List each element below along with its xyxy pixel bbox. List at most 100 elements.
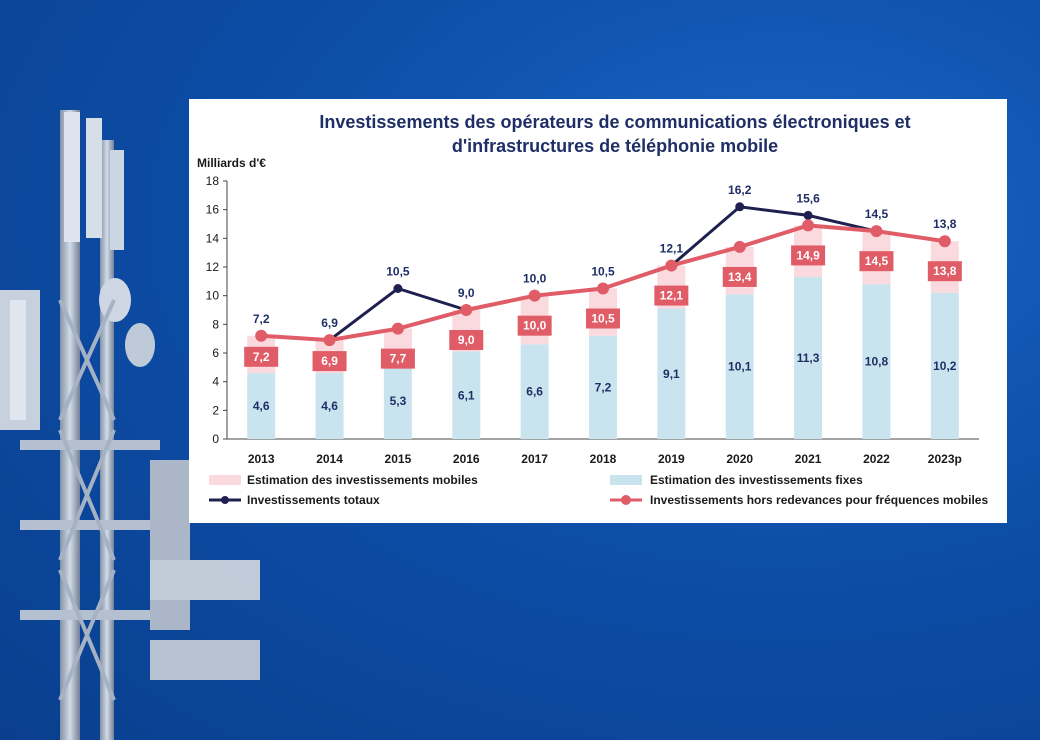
y-tick-label: 0: [212, 432, 219, 446]
chart-svg: Investissements des opérateurs de commun…: [197, 112, 988, 507]
legend-label-mobiles: Estimation des investissements mobiles: [247, 473, 478, 487]
point-investissements-hors-redevances: [597, 282, 609, 295]
total-value-label: 10,0: [523, 272, 547, 286]
bar-fixed-value-label: 9,1: [663, 367, 680, 381]
y-tick-label: 16: [206, 203, 220, 217]
y-tick-label: 4: [212, 375, 219, 389]
total-value-label: 14,5: [865, 207, 889, 221]
hors-value-box: [517, 315, 552, 336]
point-investissements-hors-redevances: [733, 240, 746, 253]
bar-fixed-value-label: 6,6: [526, 385, 543, 399]
total-value-label: 15,6: [796, 191, 820, 205]
point-investissements-totaux: [393, 284, 403, 293]
chart-title-line-2: d'infrastructures de téléphonie mobile: [452, 136, 778, 156]
bar-fixed-value-label: 6,1: [458, 388, 475, 402]
point-investissements-hors-redevances: [802, 219, 815, 232]
legend-marker-hors-redevances: [621, 495, 631, 505]
y-tick-label: 8: [212, 317, 219, 331]
bar-fixed-value-label: 4,6: [253, 399, 270, 413]
chart-panel: Investissements des opérateurs de commun…: [189, 99, 1007, 523]
hors-value-box: [312, 351, 347, 372]
total-value-label: 10,5: [591, 265, 615, 279]
point-investissements-hors-redevances: [938, 235, 951, 248]
bar-fixed: [930, 292, 959, 439]
x-tick-label: 2021: [795, 452, 822, 466]
total-value-label: 12,1: [660, 242, 684, 256]
point-investissements-hors-redevances: [665, 259, 678, 272]
x-tick-label: 2023p: [928, 452, 962, 466]
legend-marker-totaux: [221, 496, 229, 504]
y-tick-label: 14: [206, 231, 220, 245]
point-investissements-hors-redevances: [391, 322, 404, 335]
total-value-label: 9,0: [458, 286, 475, 300]
bar-fixed: [247, 373, 276, 439]
legend-swatch-fixes: [610, 475, 642, 485]
total-value-label: 16,2: [728, 183, 752, 197]
hors-value-box: [244, 346, 279, 367]
bars-layer: [247, 225, 959, 439]
bar-fixed: [315, 373, 344, 439]
labels-layer: 4,6 4,6 5,3 6,1 6,6 7,2 9,1 10,1 11,3 10,8 10,2 7,2…: [244, 183, 962, 413]
hors-value-box: [380, 348, 415, 369]
bar-fixed: [862, 284, 891, 439]
hors-value-box: [859, 251, 894, 272]
x-tick-label: 2016: [453, 452, 480, 466]
hors-value-label: 13,8: [933, 264, 957, 278]
legend-label-totaux: Investissements totaux: [247, 493, 380, 507]
hors-value-box: [791, 245, 826, 266]
x-tick-label: 2017: [521, 452, 548, 466]
bar-fixed: [725, 294, 754, 439]
bar-fixed: [452, 351, 481, 439]
hors-value-box: [586, 308, 620, 329]
bar-fixed-value-label: 10,1: [728, 360, 752, 374]
point-investissements-totaux: [803, 210, 813, 220]
legend-label-fixes: Estimation des investissements fixes: [650, 473, 863, 487]
bar-fixed-value-label: 5,3: [390, 394, 407, 408]
bar-fixed-value-label: 10,2: [933, 359, 957, 373]
hors-value-label: 12,1: [660, 289, 684, 303]
bar-fixed: [520, 344, 549, 439]
lines-layer: [255, 202, 951, 347]
y-tick-label: 6: [212, 346, 219, 360]
x-tick-label: 2022: [863, 452, 890, 466]
telecom-tower-illustration: [0, 110, 260, 740]
hors-value-label: 6,9: [321, 354, 338, 368]
bar-fixed-value-label: 4,6: [321, 399, 338, 413]
hors-value-box: [449, 330, 484, 350]
hors-value-box: [722, 266, 757, 287]
bar-fixed-value-label: 7,2: [595, 380, 612, 394]
bar-fixed: [794, 277, 823, 439]
point-investissements-hors-redevances: [255, 329, 268, 342]
total-value-label: 7,2: [253, 312, 270, 326]
bar-fixed: [383, 363, 412, 439]
hors-value-label: 9,0: [458, 333, 475, 347]
hors-value-label: 7,2: [253, 350, 270, 364]
legend-label-hors-redevances: Investissements hors redevances pour fré…: [650, 493, 988, 507]
hors-value-label: 14,9: [796, 248, 820, 262]
hors-value-label: 14,5: [865, 254, 889, 268]
point-investissements-hors-redevances: [528, 289, 541, 302]
bar-fixed: [657, 308, 686, 439]
point-investissements-hors-redevances: [323, 334, 336, 347]
bar-fixed-value-label: 10,8: [865, 355, 889, 369]
hors-value-box: [927, 261, 962, 282]
legend-layer: Estimation des investissements mobiles Es…: [209, 473, 988, 507]
hors-value-box: [654, 285, 689, 306]
x-tick-label: 2013: [248, 452, 275, 466]
total-value-label: 13,8: [933, 217, 957, 231]
point-investissements-hors-redevances: [460, 304, 473, 316]
point-investissements-totaux: [735, 202, 745, 212]
x-tick-label: 2019: [658, 452, 685, 466]
total-value-label: 10,5: [386, 265, 410, 279]
y-tick-label: 18: [206, 174, 220, 188]
x-tick-label: 2018: [590, 452, 617, 466]
bar-fixed: [589, 335, 617, 439]
hors-value-label: 13,4: [728, 270, 752, 284]
hors-value-label: 10,5: [591, 312, 615, 326]
bar-fixed-value-label: 11,3: [797, 351, 820, 365]
x-tick-label: 2014: [316, 452, 343, 466]
total-value-label: 6,9: [321, 316, 338, 330]
point-investissements-hors-redevances: [870, 225, 883, 238]
x-tick-label: 2020: [726, 452, 753, 466]
